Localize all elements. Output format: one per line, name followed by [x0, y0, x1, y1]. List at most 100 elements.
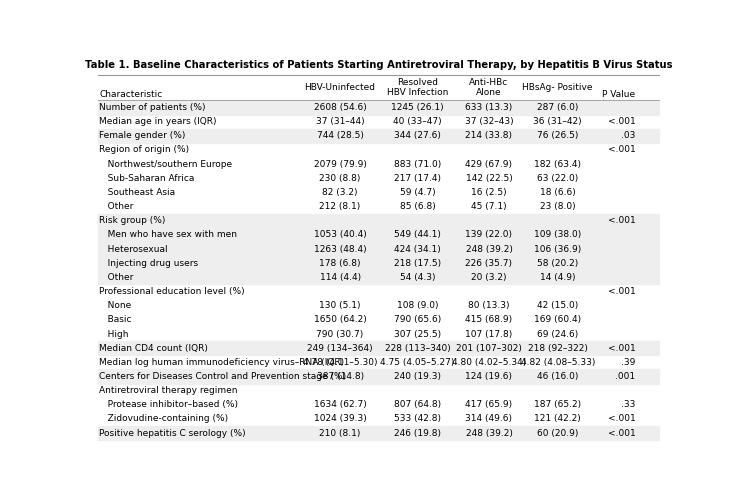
Text: 139 (22.0): 139 (22.0) [466, 230, 512, 240]
Text: 4.80 (4.02–5.34): 4.80 (4.02–5.34) [452, 358, 526, 367]
Text: 533 (42.8): 533 (42.8) [394, 414, 441, 424]
Text: 217 (17.4): 217 (17.4) [394, 174, 441, 183]
Text: 60 (20.9): 60 (20.9) [537, 429, 579, 438]
Text: 124 (19.6): 124 (19.6) [466, 372, 512, 381]
Text: 169 (60.4): 169 (60.4) [534, 316, 582, 324]
Text: 2608 (54.6): 2608 (54.6) [313, 103, 367, 112]
Text: 85 (6.8): 85 (6.8) [400, 202, 435, 211]
Text: 14 (4.9): 14 (4.9) [540, 273, 576, 282]
Text: 287 (6.0): 287 (6.0) [537, 103, 579, 112]
Text: HBV-Uninfected: HBV-Uninfected [304, 83, 375, 92]
Text: 248 (39.2): 248 (39.2) [466, 429, 512, 438]
Bar [98, 270, 659, 285]
Text: 108 (9.0): 108 (9.0) [397, 301, 438, 310]
Text: Heterosexual: Heterosexual [99, 244, 168, 254]
Text: 417 (65.9): 417 (65.9) [466, 400, 513, 409]
Text: 187 (65.2): 187 (65.2) [534, 400, 582, 409]
Bar [98, 228, 659, 242]
Text: 20 (3.2): 20 (3.2) [471, 273, 507, 282]
Text: 344 (27.6): 344 (27.6) [394, 131, 441, 140]
Text: Number of patients (%): Number of patients (%) [99, 103, 205, 112]
Text: 182 (63.4): 182 (63.4) [534, 160, 581, 168]
Text: .001: .001 [615, 372, 636, 381]
Text: 36 (31–42): 36 (31–42) [534, 117, 582, 126]
Text: 142 (22.5): 142 (22.5) [466, 174, 512, 183]
Bar [98, 426, 659, 440]
Text: 218 (92–322): 218 (92–322) [528, 344, 588, 353]
Text: 178 (6.8): 178 (6.8) [319, 259, 361, 268]
Text: 633 (13.3): 633 (13.3) [466, 103, 513, 112]
Text: 744 (28.5): 744 (28.5) [316, 131, 364, 140]
Text: 1634 (62.7): 1634 (62.7) [313, 400, 367, 409]
Text: 59 (4.7): 59 (4.7) [400, 188, 435, 197]
Text: 45 (7.1): 45 (7.1) [471, 202, 507, 211]
Text: P Value: P Value [602, 90, 636, 99]
Text: Protease inhibitor–based (%): Protease inhibitor–based (%) [99, 400, 238, 409]
Text: None: None [99, 301, 132, 310]
Text: 16 (2.5): 16 (2.5) [471, 188, 507, 197]
Text: 42 (15.0): 42 (15.0) [537, 301, 579, 310]
Bar [98, 341, 659, 355]
Text: 201 (107–302): 201 (107–302) [456, 344, 522, 353]
Text: 230 (8.8): 230 (8.8) [319, 174, 361, 183]
Text: 121 (42.2): 121 (42.2) [534, 414, 581, 424]
Text: 4.78 (4.11–5.30): 4.78 (4.11–5.30) [303, 358, 378, 367]
Text: 387 (14.8): 387 (14.8) [316, 372, 364, 381]
Text: 1024 (39.3): 1024 (39.3) [313, 414, 367, 424]
Bar [98, 256, 659, 270]
Text: 228 (113–340): 228 (113–340) [384, 344, 450, 353]
Text: 37 (32–43): 37 (32–43) [465, 117, 514, 126]
Text: 429 (67.9): 429 (67.9) [466, 160, 512, 168]
Text: Female gender (%): Female gender (%) [99, 131, 185, 140]
Text: 80 (13.3): 80 (13.3) [469, 301, 510, 310]
Text: 40 (33–47): 40 (33–47) [393, 117, 442, 126]
Text: 18 (6.6): 18 (6.6) [539, 188, 576, 197]
Text: 790 (65.6): 790 (65.6) [394, 316, 441, 324]
Text: 415 (68.9): 415 (68.9) [466, 316, 513, 324]
Text: <.001: <.001 [607, 216, 636, 225]
Text: Median age in years (IQR): Median age in years (IQR) [99, 117, 217, 126]
Text: 107 (17.8): 107 (17.8) [466, 330, 513, 338]
Text: 58 (20.2): 58 (20.2) [537, 259, 579, 268]
Text: 249 (134–364): 249 (134–364) [307, 344, 373, 353]
Bar [98, 242, 659, 256]
Text: <.001: <.001 [607, 117, 636, 126]
Text: 1263 (48.4): 1263 (48.4) [314, 244, 367, 254]
Text: 1245 (26.1): 1245 (26.1) [391, 103, 443, 112]
Text: Characteristic: Characteristic [99, 90, 163, 99]
Text: Other: Other [99, 202, 134, 211]
Text: HBsAg- Positive: HBsAg- Positive [522, 83, 593, 92]
Text: <.001: <.001 [607, 145, 636, 154]
Text: Anti-HBc
Alone: Anti-HBc Alone [469, 78, 508, 97]
Text: 2079 (79.9): 2079 (79.9) [313, 160, 367, 168]
Text: <.001: <.001 [607, 429, 636, 438]
Text: 214 (33.8): 214 (33.8) [466, 131, 512, 140]
Text: 226 (35.7): 226 (35.7) [466, 259, 512, 268]
Text: 106 (36.9): 106 (36.9) [534, 244, 582, 254]
Text: 114 (4.4): 114 (4.4) [319, 273, 361, 282]
Text: 46 (16.0): 46 (16.0) [537, 372, 579, 381]
Text: 4.75 (4.05–5.27): 4.75 (4.05–5.27) [380, 358, 454, 367]
Text: 307 (25.5): 307 (25.5) [394, 330, 441, 338]
Text: 807 (64.8): 807 (64.8) [394, 400, 441, 409]
Bar [98, 369, 659, 384]
Text: Median log human immunodeficiency virus–RNA (IQR): Median log human immunodeficiency virus–… [99, 358, 344, 367]
Text: .03: .03 [621, 131, 636, 140]
Text: Zidovudine-containing (%): Zidovudine-containing (%) [99, 414, 228, 424]
Text: 63 (22.0): 63 (22.0) [537, 174, 579, 183]
Text: Antiretroviral therapy regimen: Antiretroviral therapy regimen [99, 386, 238, 395]
Text: 37 (31–44): 37 (31–44) [316, 117, 364, 126]
Text: 1650 (64.2): 1650 (64.2) [313, 316, 367, 324]
Text: 549 (44.1): 549 (44.1) [394, 230, 441, 240]
Text: 23 (8.0): 23 (8.0) [540, 202, 576, 211]
Text: Median CD4 count (IQR): Median CD4 count (IQR) [99, 344, 208, 353]
Text: 109 (38.0): 109 (38.0) [534, 230, 582, 240]
Text: 130 (5.1): 130 (5.1) [319, 301, 361, 310]
Text: Resolved
HBV Infection: Resolved HBV Infection [386, 78, 448, 97]
Text: 246 (19.8): 246 (19.8) [394, 429, 441, 438]
Bar [98, 129, 659, 143]
Text: <.001: <.001 [607, 414, 636, 424]
Text: 314 (49.6): 314 (49.6) [466, 414, 512, 424]
Text: Southeast Asia: Southeast Asia [99, 188, 175, 197]
Text: Risk group (%): Risk group (%) [99, 216, 166, 225]
